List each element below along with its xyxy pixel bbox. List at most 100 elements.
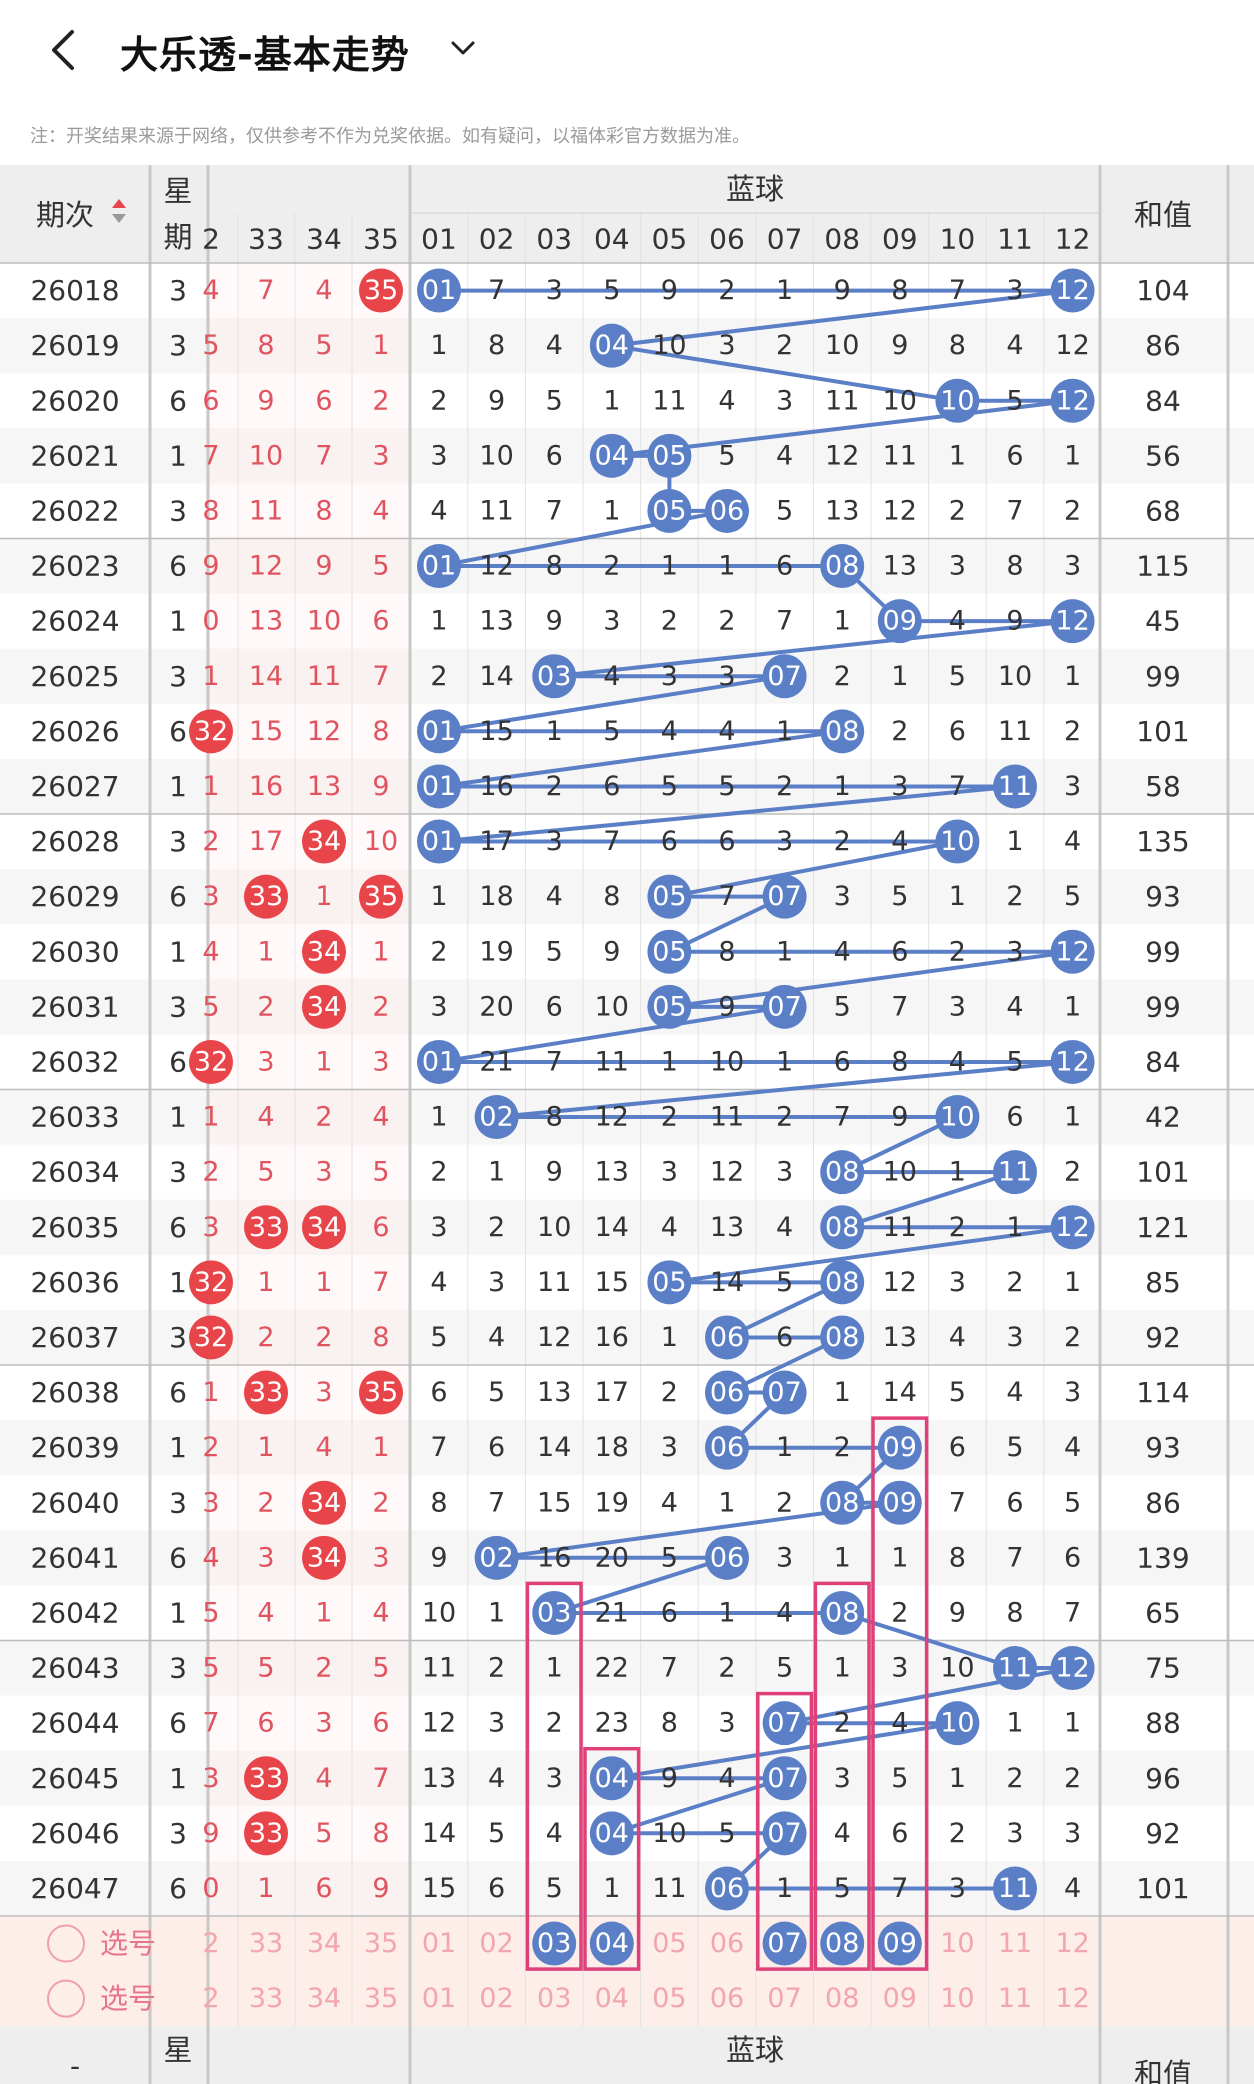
blue-ball-number: 05 [652, 991, 686, 1022]
red-miss-count: 14 [249, 661, 283, 692]
select-blue-option[interactable]: 09 [883, 1928, 917, 1959]
sum-cell: 68 [1145, 494, 1181, 527]
select-blue-option[interactable]: 06 [710, 1983, 744, 2014]
blue-miss-count: 2 [1064, 1322, 1081, 1353]
blue-ball-number: 04 [595, 1763, 629, 1794]
select-blue-option[interactable]: 12 [1055, 1983, 1089, 2014]
blue-miss-count: 7 [1006, 1542, 1023, 1573]
selected-blue-ball[interactable] [762, 1921, 807, 1966]
select-red-option[interactable]: 34 [307, 1983, 341, 2014]
back-arrow-icon[interactable] [44, 28, 84, 72]
select-blue-option[interactable]: 07 [767, 1928, 801, 1959]
select-blue-option[interactable]: 04 [595, 1928, 629, 1959]
sum-cell: 115 [1136, 550, 1189, 583]
red-zone-bg [205, 538, 410, 594]
week-cell: 6 [169, 715, 187, 748]
footer-blue-header: 蓝球 [726, 2033, 784, 2067]
blue-miss-count: 5 [776, 495, 793, 526]
select-blue-option[interactable]: 11 [998, 1983, 1032, 2014]
select-blue-option[interactable]: 07 [767, 1983, 801, 2014]
red-miss-count: 1 [372, 330, 389, 361]
blue-miss-count: 1 [430, 330, 447, 361]
select-red-option[interactable]: 34 [307, 1928, 341, 1959]
page-title[interactable]: 大乐透-基本走势 [120, 33, 410, 77]
blue-miss-count: 1 [603, 385, 620, 416]
week-cell: 6 [169, 1541, 187, 1574]
select-blue-option[interactable]: 09 [883, 1983, 917, 2014]
red-miss-count: 8 [372, 716, 389, 747]
select-red-option[interactable]: 35 [364, 1983, 398, 2014]
blue-miss-count: 3 [661, 1432, 678, 1463]
blue-ball [589, 433, 634, 478]
select-blue-option[interactable]: 05 [652, 1983, 686, 2014]
col-week-header: 期 [163, 220, 192, 254]
blue-miss-count: 3 [1064, 771, 1081, 802]
red-ball [302, 1480, 346, 1525]
blue-miss-count: 2 [834, 1708, 851, 1739]
chevron-down-icon[interactable] [450, 38, 476, 58]
blue-miss-count: 1 [949, 440, 966, 471]
red-miss-count: 1 [257, 1873, 274, 1904]
select-radio[interactable] [47, 1924, 85, 1963]
select-radio[interactable] [47, 1979, 85, 2018]
select-blue-option[interactable]: 10 [940, 1928, 974, 1959]
blue-miss-count: 7 [891, 991, 908, 1022]
selected-blue-ball[interactable] [532, 1921, 577, 1966]
red-miss-count: 10 [249, 440, 283, 471]
blue-miss-count: 6 [891, 1818, 908, 1849]
sort-down-icon[interactable] [112, 214, 126, 223]
blue-col-label: 09 [882, 223, 918, 256]
blue-ball-number: 10 [940, 826, 974, 857]
select-blue-option[interactable]: 06 [710, 1928, 744, 1959]
select-blue-option[interactable]: 12 [1055, 1928, 1089, 1959]
blue-ball [993, 1646, 1037, 1691]
select-blue-option[interactable]: 01 [422, 1983, 456, 2014]
blue-miss-count: 6 [1006, 440, 1023, 471]
red-ball [244, 1811, 288, 1856]
blue-miss-count: 6 [1006, 1487, 1023, 1518]
blue-miss-count: 1 [949, 1157, 966, 1188]
select-blue-option[interactable]: 04 [595, 1983, 629, 2014]
red-miss-count: 4 [257, 1102, 274, 1133]
selected-blue-ball[interactable] [820, 1921, 865, 1966]
select-blue-option[interactable]: 03 [537, 1928, 571, 1959]
selected-blue-ball[interactable] [589, 1921, 634, 1966]
select-blue-option[interactable]: 08 [825, 1928, 859, 1959]
select-blue-option[interactable]: 11 [998, 1928, 1032, 1959]
blue-ball [762, 874, 807, 919]
select-red-option[interactable]: 2 [202, 1928, 219, 1959]
select-red-option[interactable]: 33 [249, 1928, 283, 1959]
blue-miss-count: 2 [1064, 1157, 1081, 1188]
red-miss-count: 2 [257, 1487, 274, 1518]
blue-miss-count: 4 [718, 716, 735, 747]
blue-miss-count: 1 [834, 771, 851, 802]
red-ball-number: 34 [307, 991, 341, 1022]
blue-miss-count: 8 [891, 1046, 908, 1077]
select-red-option[interactable]: 33 [249, 1983, 283, 2014]
select-blue-option[interactable]: 02 [479, 1983, 513, 2014]
select-blue-option[interactable]: 01 [422, 1928, 456, 1959]
blue-miss-count: 1 [891, 661, 908, 692]
select-blue-option[interactable]: 02 [479, 1928, 513, 1959]
blue-ball-number: 04 [595, 330, 629, 361]
sort-up-icon[interactable] [112, 199, 126, 208]
select-label[interactable]: 选号 [100, 1982, 156, 2015]
blue-miss-count: 5 [949, 1377, 966, 1408]
red-miss-count: 2 [372, 991, 389, 1022]
select-label[interactable]: 选号 [100, 1927, 156, 1960]
select-blue-option[interactable]: 10 [940, 1983, 974, 2014]
blue-miss-count: 4 [1006, 991, 1023, 1022]
period-cell: 26035 [30, 1211, 119, 1244]
blue-miss-count: 1 [1006, 1212, 1023, 1243]
selected-blue-ball[interactable] [877, 1921, 922, 1966]
blue-ball [647, 433, 692, 478]
select-blue-option[interactable]: 03 [537, 1983, 571, 2014]
blue-miss-count: 9 [546, 1157, 563, 1188]
blue-ball-number: 10 [940, 1102, 974, 1133]
red-ball-number: 34 [307, 1212, 341, 1243]
select-red-option[interactable]: 2 [202, 1983, 219, 2014]
select-blue-option[interactable]: 08 [825, 1983, 859, 2014]
select-red-option[interactable]: 35 [364, 1928, 398, 1959]
blue-ball [589, 1756, 634, 1801]
select-blue-option[interactable]: 05 [652, 1928, 686, 1959]
